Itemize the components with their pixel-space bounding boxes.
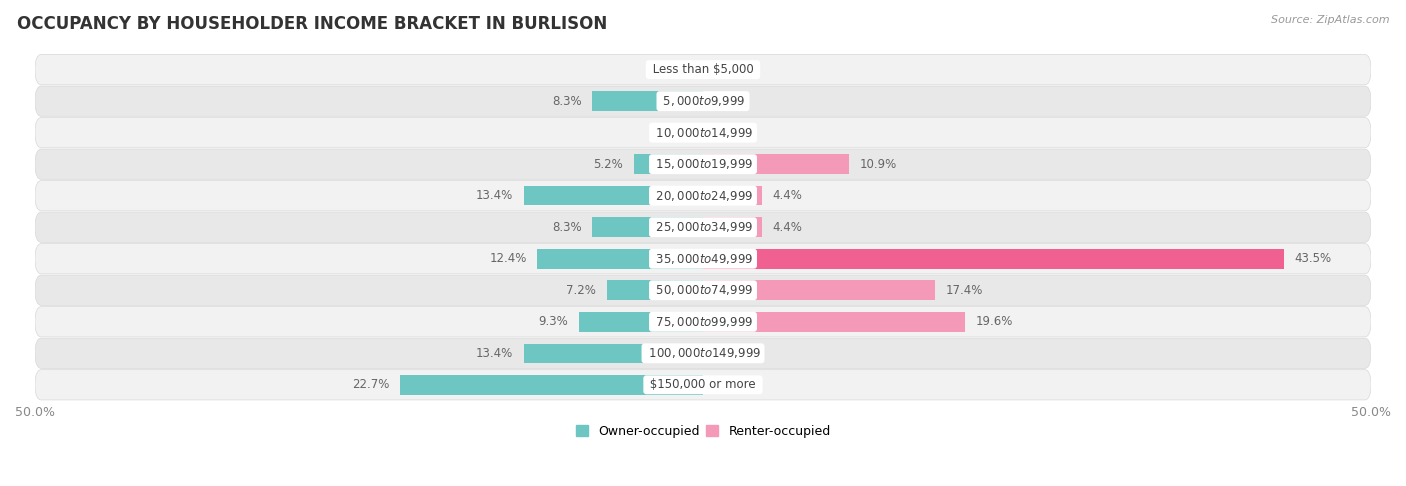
Legend: Owner-occupied, Renter-occupied: Owner-occupied, Renter-occupied: [571, 420, 835, 443]
Text: $15,000 to $19,999: $15,000 to $19,999: [652, 157, 754, 171]
Bar: [524, 186, 703, 206]
Text: 0.0%: 0.0%: [714, 95, 744, 108]
Text: $25,000 to $34,999: $25,000 to $34,999: [652, 220, 754, 234]
FancyBboxPatch shape: [35, 338, 1371, 368]
Text: 8.3%: 8.3%: [551, 95, 582, 108]
FancyBboxPatch shape: [35, 243, 1371, 274]
Text: $10,000 to $14,999: $10,000 to $14,999: [652, 126, 754, 139]
Text: 5.2%: 5.2%: [593, 157, 623, 171]
Text: 0.0%: 0.0%: [662, 63, 692, 76]
Text: 13.4%: 13.4%: [477, 347, 513, 360]
Text: $150,000 or more: $150,000 or more: [647, 378, 759, 391]
Bar: [634, 155, 703, 174]
Text: 22.7%: 22.7%: [352, 378, 389, 391]
Bar: [537, 249, 703, 268]
Text: $5,000 to $9,999: $5,000 to $9,999: [659, 94, 747, 108]
Text: $35,000 to $49,999: $35,000 to $49,999: [652, 252, 754, 266]
Text: $50,000 to $74,999: $50,000 to $74,999: [652, 283, 754, 297]
Text: 19.6%: 19.6%: [976, 315, 1012, 328]
Text: $100,000 to $149,999: $100,000 to $149,999: [644, 347, 762, 360]
Bar: [703, 155, 849, 174]
Bar: [703, 217, 762, 237]
FancyBboxPatch shape: [35, 181, 1371, 211]
Text: 0.0%: 0.0%: [662, 126, 692, 139]
Text: 10.9%: 10.9%: [859, 157, 897, 171]
Bar: [579, 312, 703, 331]
Text: 17.4%: 17.4%: [946, 284, 984, 297]
Text: 4.4%: 4.4%: [772, 221, 803, 234]
Text: 4.4%: 4.4%: [772, 189, 803, 202]
FancyBboxPatch shape: [35, 370, 1371, 400]
Text: 0.0%: 0.0%: [714, 126, 744, 139]
FancyBboxPatch shape: [35, 307, 1371, 337]
Text: 43.5%: 43.5%: [1295, 252, 1331, 265]
Bar: [607, 280, 703, 300]
Text: 0.0%: 0.0%: [714, 378, 744, 391]
Bar: [399, 375, 703, 395]
Text: 0.0%: 0.0%: [714, 347, 744, 360]
Text: 0.0%: 0.0%: [714, 63, 744, 76]
Bar: [524, 344, 703, 363]
Text: Less than $5,000: Less than $5,000: [648, 63, 758, 76]
FancyBboxPatch shape: [35, 86, 1371, 116]
FancyBboxPatch shape: [35, 149, 1371, 179]
Bar: [703, 249, 1284, 268]
Text: 12.4%: 12.4%: [489, 252, 527, 265]
Text: OCCUPANCY BY HOUSEHOLDER INCOME BRACKET IN BURLISON: OCCUPANCY BY HOUSEHOLDER INCOME BRACKET …: [17, 15, 607, 33]
Bar: [703, 280, 935, 300]
Bar: [592, 217, 703, 237]
FancyBboxPatch shape: [35, 118, 1371, 148]
Text: 13.4%: 13.4%: [477, 189, 513, 202]
Text: 8.3%: 8.3%: [551, 221, 582, 234]
Bar: [703, 186, 762, 206]
Bar: [592, 91, 703, 111]
FancyBboxPatch shape: [35, 212, 1371, 243]
Text: 7.2%: 7.2%: [567, 284, 596, 297]
FancyBboxPatch shape: [35, 54, 1371, 85]
FancyBboxPatch shape: [35, 275, 1371, 305]
Text: 9.3%: 9.3%: [538, 315, 568, 328]
Text: Source: ZipAtlas.com: Source: ZipAtlas.com: [1271, 15, 1389, 25]
Bar: [703, 312, 965, 331]
Text: $75,000 to $99,999: $75,000 to $99,999: [652, 315, 754, 329]
Text: $20,000 to $24,999: $20,000 to $24,999: [652, 189, 754, 203]
